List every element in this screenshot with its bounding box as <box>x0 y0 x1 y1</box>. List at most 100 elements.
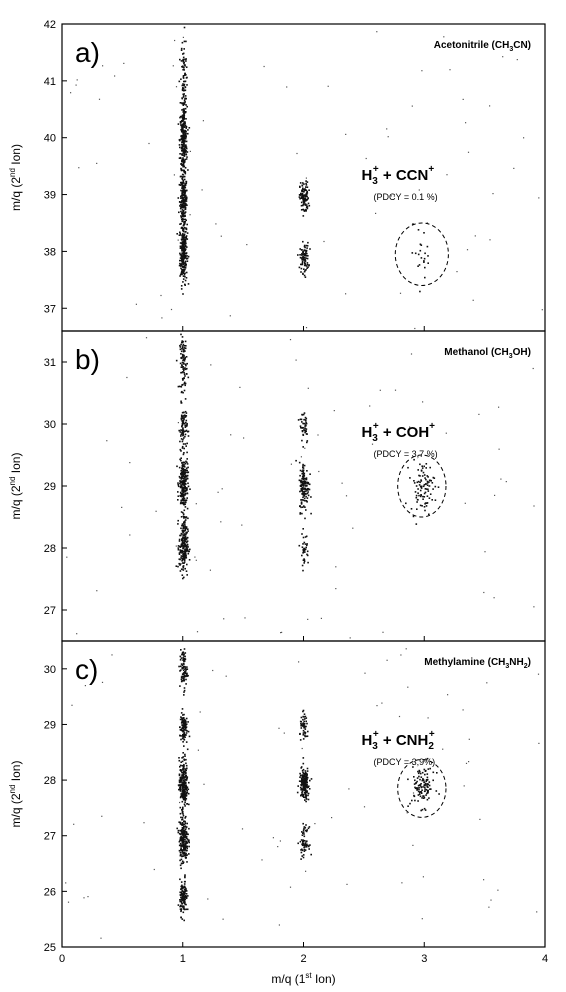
scatter-point <box>181 771 183 774</box>
scatter-point <box>308 845 310 848</box>
scatter-point <box>187 129 189 131</box>
scatter-point <box>181 341 184 344</box>
scatter-point <box>179 348 182 351</box>
scatter-point <box>185 127 187 129</box>
scatter-point <box>417 772 420 775</box>
scatter-point <box>307 844 309 847</box>
scatter-point <box>305 251 307 254</box>
scatter-point <box>183 154 186 156</box>
scatter-point <box>183 252 186 254</box>
scatter-point <box>179 764 182 767</box>
highlight-ellipse <box>397 454 447 518</box>
scatter-point <box>182 840 184 843</box>
scatter-point <box>299 425 302 427</box>
scatter-point <box>181 109 183 111</box>
scatter-point <box>304 536 307 538</box>
scatter-point <box>306 267 308 269</box>
scatter-point <box>182 256 185 258</box>
scatter-point <box>183 61 185 64</box>
scatter-point <box>421 771 424 774</box>
scatter-point <box>187 430 189 433</box>
scatter-point <box>302 793 305 796</box>
scatter-point <box>179 550 182 552</box>
scatter-point <box>186 776 189 778</box>
scatter-point <box>180 265 182 268</box>
scatter-point <box>184 218 187 221</box>
scatter-point <box>182 736 184 739</box>
scatter-point <box>182 861 185 864</box>
scatter-point <box>184 347 187 350</box>
scatter-point <box>186 668 189 670</box>
scatter-point <box>181 143 184 146</box>
scatter-point <box>182 726 184 729</box>
scatter-point <box>179 842 182 845</box>
scatter-point <box>184 854 187 857</box>
scatter-point <box>432 779 434 782</box>
scatter-point <box>307 266 309 269</box>
scatter-point <box>181 411 184 414</box>
scatter-point <box>425 784 427 786</box>
scatter-point <box>181 664 184 667</box>
scatter-point <box>302 240 304 243</box>
scatter-point <box>423 261 425 263</box>
scatter-point <box>184 435 186 438</box>
scatter-point <box>303 723 305 726</box>
scatter-point <box>180 478 183 480</box>
scatter-point <box>306 441 308 444</box>
scatter-point <box>302 783 305 785</box>
scatter-point <box>184 167 187 169</box>
scatter-point <box>304 826 307 829</box>
scatter-point <box>306 485 308 487</box>
scatter-point <box>182 789 184 791</box>
scatter-point <box>302 487 304 490</box>
scatter-point <box>426 789 429 792</box>
scatter-point <box>415 494 418 497</box>
scatter-point <box>179 259 181 262</box>
scatter-point <box>300 716 303 719</box>
noise-point <box>349 637 351 639</box>
scatter-point <box>304 770 307 772</box>
scatter-point <box>185 774 187 777</box>
scatter-point <box>179 769 182 771</box>
scatter-point <box>302 413 305 416</box>
scatter-point <box>305 417 308 420</box>
scatter-point <box>301 788 304 791</box>
scatter-point <box>184 849 187 851</box>
scatter-point <box>184 805 186 807</box>
scatter-point <box>304 732 306 735</box>
scatter-point <box>185 58 187 60</box>
scatter-point <box>186 461 188 464</box>
scatter-point <box>416 780 418 783</box>
scatter-point <box>179 726 181 728</box>
scatter-point <box>185 726 188 728</box>
scatter-point <box>300 201 303 204</box>
scatter-point <box>425 788 428 791</box>
scatter-point <box>181 447 184 449</box>
scatter-point <box>416 508 418 510</box>
scatter-point <box>180 433 182 436</box>
scatter-point <box>302 528 304 530</box>
scatter-point <box>303 244 306 247</box>
scatter-point <box>183 475 185 477</box>
scatter-point <box>183 851 185 854</box>
noise-point <box>498 448 500 450</box>
noise-point <box>498 406 500 408</box>
noise-point <box>220 521 222 523</box>
scatter-point <box>305 477 307 480</box>
scatter-point <box>180 904 182 907</box>
scatter-point <box>184 191 187 193</box>
scatter-point <box>180 386 183 388</box>
scatter-point <box>184 472 186 474</box>
scatter-point <box>184 240 187 242</box>
scatter-point <box>303 270 306 273</box>
scatter-point <box>303 201 305 204</box>
scatter-point <box>187 517 189 520</box>
scatter-point <box>179 58 181 61</box>
noise-point <box>199 711 201 713</box>
scatter-point <box>182 182 184 184</box>
scatter-point <box>179 788 181 791</box>
noise-point <box>177 422 179 424</box>
scatter-point <box>182 257 184 259</box>
scatter-point <box>181 415 184 417</box>
highlight-ellipse <box>394 222 449 287</box>
